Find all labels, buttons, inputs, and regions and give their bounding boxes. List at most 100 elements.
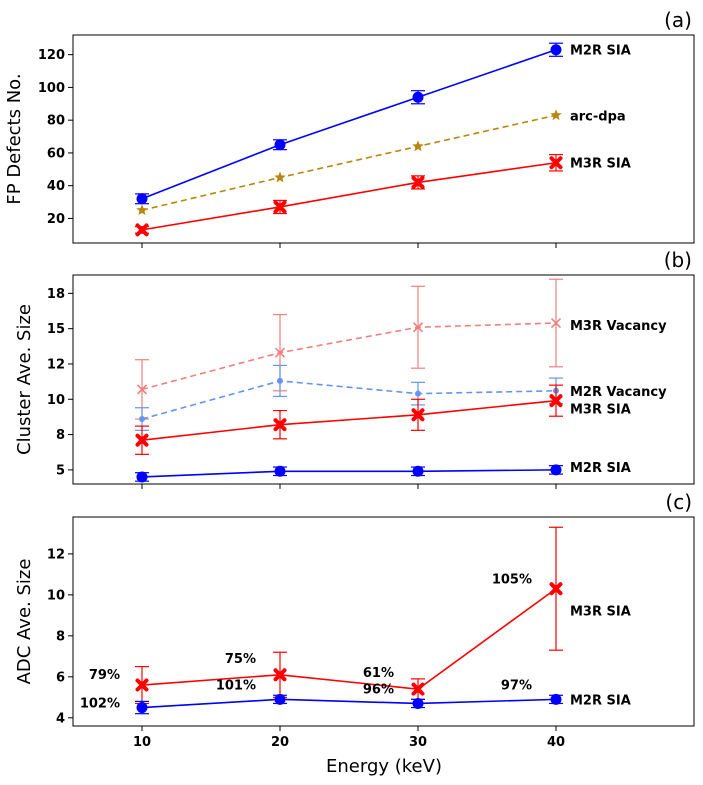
data-point [550,693,562,705]
data-point [549,582,563,596]
x-axis-label: Energy (keV) [326,756,442,777]
series-line [141,469,557,478]
data-point [136,702,148,714]
percent-annotation: 61% [363,666,394,681]
data-point [411,175,425,189]
series-line [141,380,557,420]
data-point [136,384,148,395]
y-tick-label: 8 [56,629,65,644]
data-point [549,156,563,170]
axes-frame [72,34,695,244]
data-point [136,193,148,205]
series-line [141,698,557,709]
series-line [141,399,557,442]
x-tick-label: 20 [271,735,289,750]
y-axis-label: FP Defects No. [4,73,25,204]
data-point [412,322,424,333]
data-point [135,678,149,692]
percent-annotation: 75% [225,652,256,667]
percent-annotation: 105% [492,573,532,588]
y-tick-label: 10 [47,393,65,408]
x-tick-label: 10 [133,735,151,750]
data-point [274,139,286,151]
panel-label: (c) [665,490,692,514]
data-point [274,465,286,477]
y-tick-label: 6 [56,670,65,685]
data-point [139,416,145,423]
data-point [415,390,421,397]
series-label: M3R SIA [570,157,631,172]
data-point [135,433,149,447]
y-tick-label: 5 [56,463,65,478]
y-tick-label: 12 [47,547,65,562]
percent-annotation: 97% [501,678,532,693]
data-point [550,44,562,56]
data-point [412,91,424,103]
x-tick-label: 30 [409,735,427,750]
y-tick-label: 4 [56,711,65,726]
y-tick-label: 80 [47,114,65,129]
data-point [273,200,287,214]
y-tick-label: 15 [47,322,65,337]
data-point [274,347,286,358]
data-point [550,464,562,476]
data-point [411,682,425,696]
series-label: M3R SIA [570,403,631,418]
data-point [550,317,562,329]
data-point [273,418,287,432]
y-tick-label: 12 [47,357,65,372]
data-point [136,204,148,216]
panel-label: (b) [664,248,692,272]
series-label: M2R SIA [570,44,631,59]
data-point [136,471,148,483]
series-line [141,588,557,690]
series-line [141,161,557,231]
series-m2r-sia: M2R SIA [135,42,631,205]
percent-annotation: 101% [216,678,256,693]
series-label: M3R SIA [570,605,631,620]
data-point [274,171,286,183]
y-tick-label: 120 [38,48,65,63]
data-point [550,109,562,121]
y-tick-label: 20 [47,212,65,227]
series-arc-dpa: arc-dpa [136,109,626,216]
y-tick-label: 100 [38,81,65,96]
x-tick-label: 40 [547,735,565,750]
series-line [141,322,557,391]
y-tick-label: 10 [47,588,65,603]
data-point [549,394,563,408]
data-point [135,223,149,237]
series-m3r-sia: M3R SIA [135,384,631,455]
data-point [412,465,424,477]
series-label: arc-dpa [570,109,626,124]
series-label: M2R SIA [570,693,631,708]
y-axis-label: ADC Ave. Size [14,559,35,685]
percent-annotation: 96% [363,682,394,697]
percent-annotation: 79% [89,668,120,683]
y-tick-label: 8 [56,428,65,443]
series-label: M3R Vacancy [570,319,667,334]
data-point [411,408,425,422]
data-point [274,693,286,705]
series-m2r-sia: M2R SIA [135,693,631,715]
data-point [412,697,424,709]
data-point [273,668,287,682]
y-tick-label: 40 [47,179,65,194]
panel-3: 10 20 30 40 4 6 8 10 12 ADC Ave. Size (c) M3R SIA M2… [14,490,695,750]
data-point [277,377,283,384]
series-line [141,48,557,200]
percent-annotation: 102% [80,697,120,712]
series-m2r-sia: M2R SIA [135,461,631,483]
series-line [141,114,557,212]
y-axis-label: Cluster Ave. Size [14,304,35,455]
series-m3r-sia: M3R SIA [135,153,631,237]
y-tick-label: 60 [47,146,65,161]
data-point [412,140,424,152]
series-label: M2R Vacancy [570,385,667,400]
axes-frame [72,516,695,727]
panel-label: (a) [664,8,692,32]
series-m2r-vacancy: M2R Vacancy [135,364,667,431]
series-m3r-vacancy: M3R Vacancy [135,278,667,420]
y-tick-label: 18 [47,287,65,302]
